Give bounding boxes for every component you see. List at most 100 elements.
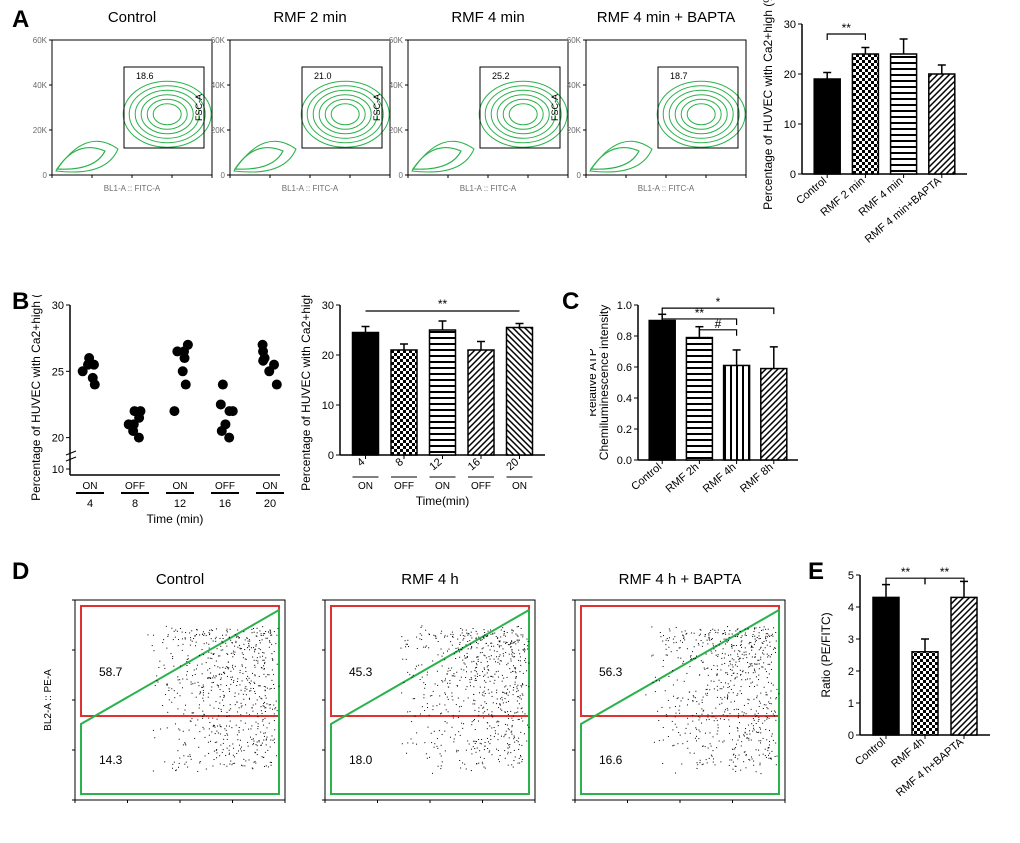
svg-text:**: **: [695, 306, 705, 320]
svg-text:**: **: [842, 21, 852, 35]
panel-d: ControlBL2-A :: PE-A58.714.3RMF 4 h45.31…: [40, 570, 800, 840]
svg-text:Control: Control: [108, 9, 156, 26]
svg-text:20: 20: [504, 456, 521, 473]
panel-a-bar: 0102030Percentage of HUVEC with Ca2+high…: [761, 0, 967, 246]
svg-text:0.8: 0.8: [617, 331, 632, 343]
svg-text:60K: 60K: [211, 36, 226, 45]
svg-text:0: 0: [790, 169, 796, 181]
svg-text:RMF 2h: RMF 2h: [664, 461, 702, 495]
panel-label-b: B: [12, 288, 29, 316]
svg-text:ON: ON: [83, 481, 98, 492]
svg-text:0: 0: [328, 450, 334, 462]
figure: A B C D E Control020K40: [0, 0, 1020, 843]
svg-text:**: **: [438, 297, 448, 311]
svg-text:Time (min): Time (min): [147, 512, 204, 526]
svg-text:**: **: [901, 565, 911, 579]
svg-text:Percentage of HUVEC with Ca2+h: Percentage of HUVEC with Ca2+high (%): [761, 0, 775, 210]
svg-text:OFF: OFF: [125, 481, 145, 492]
svg-text:RMF 4h: RMF 4h: [701, 461, 739, 495]
svg-text:ON: ON: [173, 481, 188, 492]
svg-text:25.2: 25.2: [492, 71, 510, 81]
svg-text:FSC-A: FSC-A: [194, 94, 204, 121]
svg-text:60K: 60K: [33, 36, 48, 45]
panel-a-flow-plots: Control0 20K 40K 60KFSC-ABL1-A :: FITC-A 18.…: [32, 9, 746, 193]
panel-a: Control020K40K60KFSC-ABL1-A :: FITC-A18.…: [32, 0, 1020, 290]
svg-text:0.0: 0.0: [617, 455, 632, 467]
svg-text:Time(min): Time(min): [416, 494, 470, 508]
svg-text:4: 4: [87, 498, 93, 510]
svg-text:Percentage of HUVEC with Ca2+h: Percentage of HUVEC with Ca2+high (%): [299, 295, 313, 491]
svg-text:18.0: 18.0: [349, 753, 373, 767]
svg-text:58.7: 58.7: [99, 665, 123, 679]
svg-text:20: 20: [322, 350, 334, 362]
svg-text:4: 4: [848, 602, 854, 614]
svg-text:0: 0: [221, 171, 226, 180]
svg-text:20K: 20K: [567, 126, 582, 135]
svg-text:Control: Control: [853, 736, 888, 768]
svg-text:21.0: 21.0: [314, 71, 332, 81]
svg-text:56.3: 56.3: [599, 665, 623, 679]
svg-text:OFF: OFF: [215, 481, 235, 492]
svg-text:3: 3: [848, 634, 854, 646]
svg-text:Ratio (PE/FITC): Ratio (PE/FITC): [820, 612, 833, 697]
svg-text:40K: 40K: [211, 81, 226, 90]
svg-text:RMF 4 min: RMF 4 min: [451, 9, 524, 26]
svg-text:#: #: [715, 317, 722, 331]
svg-text:BL1-A :: FITC-A: BL1-A :: FITC-A: [282, 184, 339, 193]
svg-text:18.6: 18.6: [136, 71, 154, 81]
svg-text:RMF 4 h+BAPTA: RMF 4 h+BAPTA: [894, 736, 966, 800]
svg-text:RMF 2 min: RMF 2 min: [273, 9, 346, 26]
svg-text:Chemiluminescence intensity: Chemiluminescence intensity: [597, 305, 611, 460]
svg-text:20K: 20K: [211, 126, 226, 135]
svg-text:30: 30: [52, 300, 64, 312]
svg-text:12: 12: [174, 498, 186, 510]
svg-text:OFF: OFF: [394, 481, 414, 492]
svg-text:45.3: 45.3: [349, 665, 373, 679]
svg-text:2: 2: [848, 666, 854, 678]
svg-text:20K: 20K: [389, 126, 404, 135]
svg-text:10: 10: [322, 400, 334, 412]
svg-text:30: 30: [322, 300, 334, 312]
svg-text:20: 20: [784, 69, 796, 81]
svg-text:40K: 40K: [567, 81, 582, 90]
svg-text:BL1-A :: FITC-A: BL1-A :: FITC-A: [638, 184, 695, 193]
svg-text:60K: 60K: [389, 36, 404, 45]
svg-text:RMF 4h: RMF 4h: [889, 736, 927, 770]
svg-text:0: 0: [848, 730, 854, 742]
svg-text:40K: 40K: [33, 81, 48, 90]
svg-text:20: 20: [52, 433, 64, 445]
panel-b: 10 20 25 30 Percentage of HUVEC with Ca2+hig…: [30, 295, 570, 555]
svg-text:Control: Control: [794, 175, 829, 207]
svg-text:0: 0: [399, 171, 404, 180]
panel-label-d: D: [12, 558, 29, 586]
svg-text:FSC-A: FSC-A: [372, 94, 382, 121]
svg-text:8: 8: [132, 498, 138, 510]
panel-label-a: A: [12, 6, 29, 34]
svg-text:FSC-A: FSC-A: [550, 94, 560, 121]
svg-text:0.4: 0.4: [617, 393, 632, 405]
svg-text:Control: Control: [629, 461, 664, 493]
svg-text:Control: Control: [156, 571, 204, 588]
svg-text:RMF 4 h: RMF 4 h: [401, 571, 459, 588]
svg-text:RMF 8h: RMF 8h: [738, 461, 776, 495]
svg-text:RMF 4 h + BAPTA: RMF 4 h + BAPTA: [619, 571, 742, 588]
panel-e: 012345Ratio (PE/FITC)ControlRMF 4hRMF 4 …: [820, 565, 1020, 840]
svg-text:14.3: 14.3: [99, 753, 123, 767]
svg-text:ON: ON: [512, 481, 527, 492]
svg-text:OFF: OFF: [471, 481, 491, 492]
svg-text:10: 10: [52, 464, 64, 476]
svg-text:1.0: 1.0: [617, 300, 632, 312]
svg-text:0.6: 0.6: [617, 362, 632, 374]
svg-text:**: **: [940, 565, 950, 579]
svg-text:16: 16: [219, 498, 231, 510]
svg-text:16: 16: [466, 456, 483, 473]
svg-text:25: 25: [52, 366, 64, 378]
svg-text:0: 0: [577, 171, 582, 180]
svg-text:20K: 20K: [33, 126, 48, 135]
svg-text:5: 5: [848, 570, 854, 582]
svg-text:ON: ON: [358, 481, 373, 492]
svg-text:10: 10: [784, 119, 796, 131]
svg-text:60K: 60K: [567, 36, 582, 45]
panel-e-bar: 012345Ratio (PE/FITC)ControlRMF 4hRMF 4 …: [820, 565, 990, 799]
svg-text:RMF 4 min + BAPTA: RMF 4 min + BAPTA: [597, 9, 736, 26]
